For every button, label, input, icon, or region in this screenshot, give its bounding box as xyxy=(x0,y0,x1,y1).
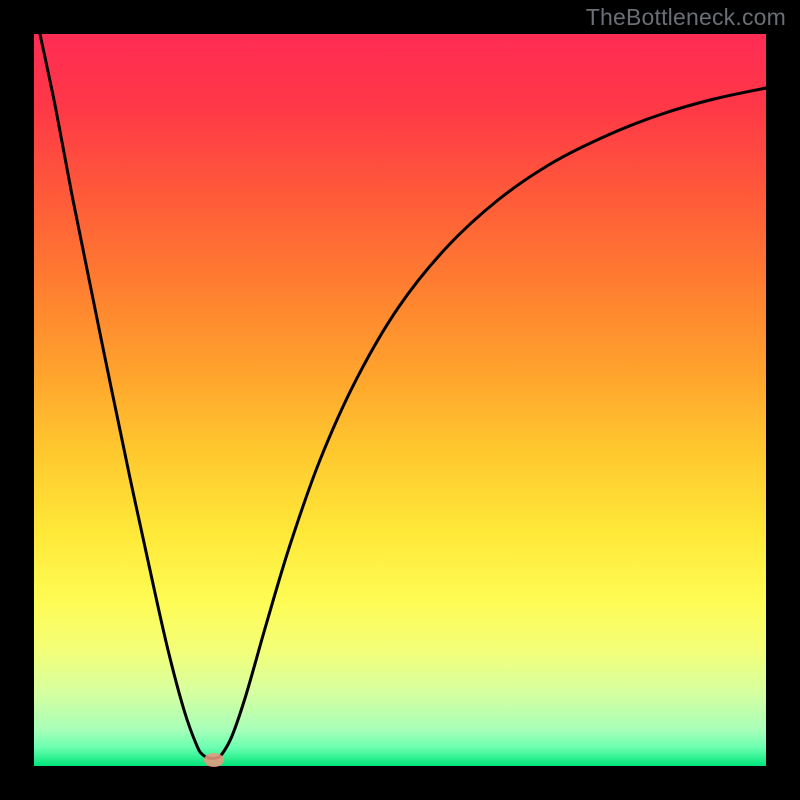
watermark-text: TheBottleneck.com xyxy=(586,4,786,31)
chart-plot-bg xyxy=(34,34,766,766)
optimal-point-marker xyxy=(204,753,224,767)
bottleneck-chart xyxy=(0,0,800,800)
